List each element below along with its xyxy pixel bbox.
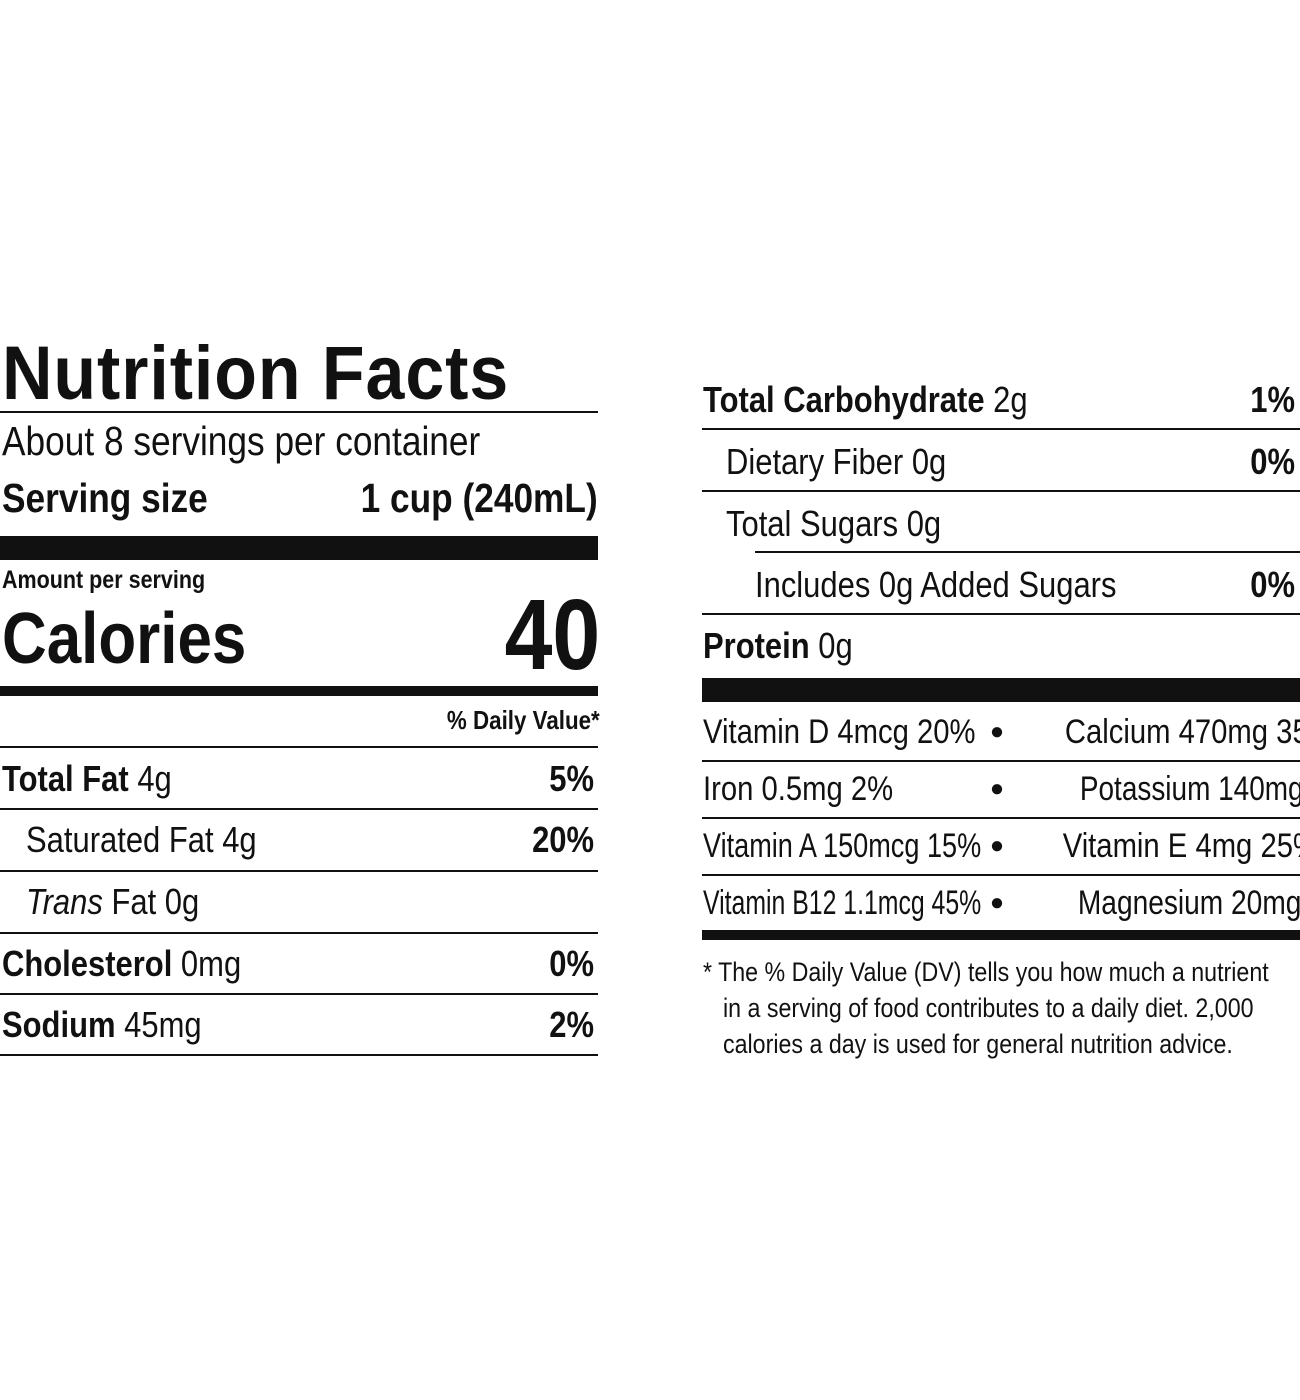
row-added-sugars: Includes 0g Added Sugars 0% bbox=[755, 557, 1295, 613]
footnote: * The % Daily Value (DV) tells you how m… bbox=[703, 954, 1293, 1062]
row-total-fat: Total Fat 4g 5% bbox=[2, 751, 594, 807]
calories-label-text: Calories bbox=[2, 599, 247, 679]
nutrient-name: Protein bbox=[703, 625, 810, 666]
divider bbox=[702, 874, 1300, 876]
row-protein: Protein 0g bbox=[703, 618, 1295, 674]
micronutrient-right: Vitamin E 4mg 25% bbox=[1062, 827, 1300, 865]
amount-per-serving: Amount per serving bbox=[2, 566, 238, 595]
calories-value-text: 40 bbox=[504, 579, 600, 691]
row-total-sugars: Total Sugars 0g bbox=[726, 496, 1295, 552]
serving-size-value: 1 cup (240mL) bbox=[360, 475, 598, 521]
micronutrient-row: Vitamin B12 1.1mcg 45% ● Magnesium 20mg … bbox=[703, 876, 1300, 930]
nutrient-name: Saturated Fat bbox=[26, 819, 214, 860]
nutrient-dv: 0% bbox=[549, 943, 594, 984]
medium-divider bbox=[702, 930, 1300, 940]
divider bbox=[0, 411, 598, 413]
medium-divider bbox=[0, 686, 598, 696]
divider bbox=[0, 1054, 598, 1056]
divider bbox=[702, 490, 1300, 492]
divider bbox=[0, 993, 598, 995]
micronutrient-right: Magnesium 20mg 4% bbox=[1077, 884, 1300, 922]
nutrient-dv: 5% bbox=[549, 758, 594, 799]
nutrient-name: Total Sugars bbox=[726, 503, 899, 544]
divider bbox=[702, 428, 1300, 430]
nutrient-amount: 4g bbox=[137, 758, 172, 799]
nutrient-amount: 0g bbox=[911, 441, 947, 482]
nutrient-name: Fat bbox=[111, 881, 157, 922]
footnote-line: in a serving of food contributes to a da… bbox=[723, 993, 1254, 1023]
micronutrient-row: Vitamin A 150mcg 15% ● Vitamin E 4mg 25% bbox=[703, 819, 1300, 873]
nutrient-name: Dietary Fiber bbox=[726, 441, 904, 482]
nutrient-dv: 20% bbox=[532, 819, 594, 860]
nutrient-dv: 0% bbox=[1250, 564, 1295, 605]
footnote-line: * The % Daily Value (DV) tells you how m… bbox=[703, 957, 1269, 987]
divider bbox=[0, 746, 598, 748]
nutrient-name: Cholesterol bbox=[2, 943, 173, 984]
row-dietary-fiber: Dietary Fiber 0g 0% bbox=[726, 434, 1295, 490]
footnote-line: calories a day is used for general nutri… bbox=[723, 1029, 1233, 1059]
nutrient-amount: 0mg bbox=[180, 943, 242, 984]
nutrient-amount: 4g bbox=[222, 819, 257, 860]
row-sodium: Sodium 45mg 2% bbox=[2, 997, 594, 1053]
daily-value-header-text: % Daily Value* bbox=[447, 705, 600, 735]
divider bbox=[0, 870, 598, 872]
nutrient-amount: 0g bbox=[164, 881, 200, 922]
divider bbox=[755, 551, 1300, 553]
nutrient-amount: 45mg bbox=[124, 1004, 202, 1045]
nutrient-name: Includes 0g Added Sugars bbox=[755, 564, 1117, 605]
micronutrient-left: Vitamin D 4mcg 20% bbox=[703, 713, 976, 751]
servings-per-container: About 8 servings per container bbox=[2, 418, 558, 465]
divider bbox=[702, 817, 1300, 819]
calories-value: 40 bbox=[489, 578, 600, 693]
row-total-carbohydrate: Total Carbohydrate 2g 1% bbox=[703, 372, 1295, 428]
servings-text: About 8 servings per container bbox=[2, 418, 481, 464]
nutrient-dv: 1% bbox=[1250, 379, 1295, 420]
bullet-icon: ● bbox=[989, 775, 1005, 802]
divider bbox=[702, 613, 1300, 615]
amount-per-serving-text: Amount per serving bbox=[2, 566, 206, 594]
divider bbox=[0, 932, 598, 934]
serving-size-row: Serving size 1 cup (240mL) bbox=[2, 475, 598, 522]
nutrient-name: Sodium bbox=[2, 1004, 116, 1045]
micronutrient-right: Calcium 470mg 35% bbox=[1064, 713, 1300, 751]
bullet-icon: ● bbox=[989, 832, 1005, 859]
micronutrient-left: Vitamin A 150mcg 15% bbox=[703, 827, 982, 865]
nutrient-name: Total Fat bbox=[2, 758, 129, 799]
divider bbox=[702, 760, 1300, 762]
micronutrient-row: Iron 0.5mg 2% ● Potassium 140mg 2% bbox=[703, 762, 1300, 816]
nutrient-amount: 0g bbox=[906, 503, 942, 544]
nutrient-name: Total Carbohydrate bbox=[703, 379, 985, 420]
bullet-icon: ● bbox=[989, 718, 1005, 745]
daily-value-header: % Daily Value* bbox=[422, 705, 600, 736]
nutrient-amount: 0g bbox=[818, 625, 853, 666]
bullet-icon: ● bbox=[989, 889, 1005, 916]
thick-divider bbox=[0, 536, 598, 560]
nutrient-name-italic: Trans bbox=[26, 881, 103, 922]
thick-divider bbox=[702, 678, 1300, 702]
serving-size-label: Serving size bbox=[2, 475, 208, 521]
micronutrient-left: Iron 0.5mg 2% bbox=[703, 770, 894, 808]
nutrient-dv: 0% bbox=[1250, 441, 1295, 482]
calories-label: Calories bbox=[2, 598, 286, 680]
nutrient-dv: 2% bbox=[549, 1004, 594, 1045]
micronutrient-row: Vitamin D 4mcg 20% ● Calcium 470mg 35% bbox=[703, 705, 1300, 759]
micronutrient-right: Potassium 140mg 2% bbox=[1079, 770, 1300, 808]
row-saturated-fat: Saturated Fat 4g 20% bbox=[26, 812, 594, 868]
title-text: Nutrition Facts bbox=[2, 331, 510, 416]
divider bbox=[0, 808, 598, 810]
row-trans-fat: Trans Fat 0g bbox=[26, 874, 594, 930]
row-cholesterol: Cholesterol 0mg 0% bbox=[2, 936, 594, 992]
title: Nutrition Facts bbox=[2, 330, 553, 417]
nutrient-amount: 2g bbox=[993, 379, 1028, 420]
micronutrient-left: Vitamin B12 1.1mcg 45% bbox=[703, 884, 982, 922]
